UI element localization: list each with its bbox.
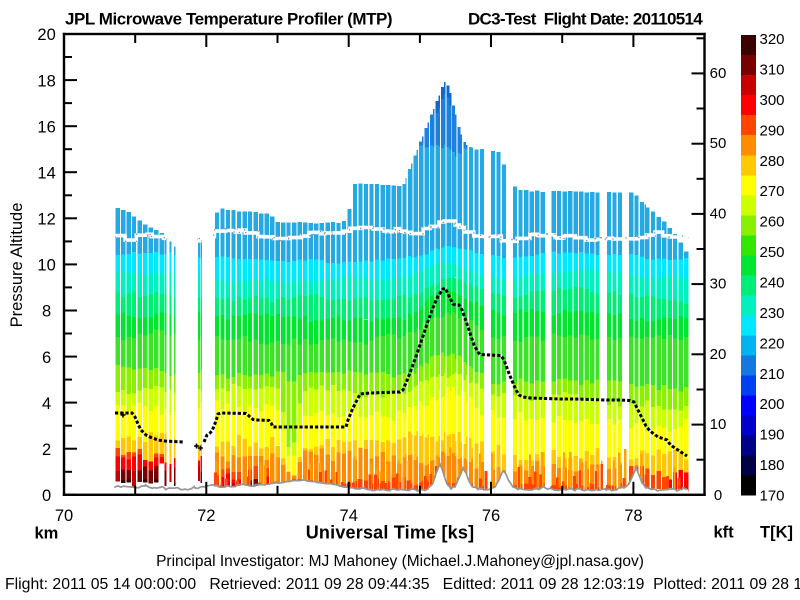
svg-text:kft: kft — [714, 524, 735, 542]
svg-text:290: 290 — [760, 122, 785, 139]
svg-text:40: 40 — [710, 205, 727, 222]
svg-text:DC3-Test Flight Date: 2011051: DC3-Test Flight Date: 20110514 — [468, 10, 703, 29]
svg-text:250: 250 — [760, 244, 785, 261]
svg-text:20: 20 — [710, 346, 727, 363]
svg-text:50: 50 — [710, 135, 727, 152]
svg-text:320: 320 — [760, 31, 785, 48]
svg-text:30: 30 — [710, 276, 727, 293]
svg-text:Flight: 2011 05 14 00:00:00: Flight: 2011 05 14 00:00:00 Retrieved: 2… — [5, 576, 800, 593]
svg-text:280: 280 — [760, 153, 785, 170]
svg-text:JPL Microwave Temperature Prof: JPL Microwave Temperature Profiler (MTP) — [65, 10, 392, 29]
svg-text:60: 60 — [710, 65, 727, 82]
svg-text:70: 70 — [55, 507, 73, 525]
svg-text:200: 200 — [760, 396, 785, 413]
svg-text:310: 310 — [760, 62, 785, 79]
svg-text:78: 78 — [624, 507, 642, 525]
svg-text:220: 220 — [760, 335, 785, 352]
svg-text:km: km — [35, 525, 59, 543]
svg-text:Universal Time [ks]: Universal Time [ks] — [306, 523, 475, 543]
svg-text:Principal Investigator: MJ Mah: Principal Investigator: MJ Mahoney (Mich… — [156, 553, 644, 570]
svg-text:0: 0 — [42, 487, 51, 505]
svg-text:170: 170 — [760, 488, 785, 505]
svg-text:270: 270 — [760, 183, 785, 200]
svg-text:2: 2 — [42, 441, 51, 459]
svg-text:12: 12 — [37, 211, 55, 229]
svg-text:190: 190 — [760, 427, 785, 444]
svg-text:0: 0 — [714, 487, 722, 504]
svg-text:210: 210 — [760, 366, 785, 383]
svg-text:18: 18 — [37, 72, 55, 90]
svg-text:74: 74 — [340, 507, 358, 525]
svg-text:300: 300 — [760, 92, 785, 109]
svg-text:230: 230 — [760, 305, 785, 322]
svg-text:72: 72 — [197, 507, 215, 525]
svg-text:10: 10 — [710, 416, 727, 433]
svg-text:Pressure Altitude: Pressure Altitude — [8, 203, 26, 328]
svg-text:76: 76 — [482, 507, 500, 525]
svg-text:10: 10 — [37, 257, 55, 275]
svg-text:T[K]: T[K] — [760, 524, 793, 542]
svg-text:8: 8 — [42, 303, 51, 321]
svg-text:14: 14 — [37, 164, 55, 182]
svg-text:260: 260 — [760, 214, 785, 231]
svg-text:20: 20 — [37, 26, 55, 44]
svg-text:6: 6 — [42, 349, 51, 367]
svg-text:180: 180 — [760, 457, 785, 474]
svg-text:4: 4 — [42, 395, 51, 413]
svg-text:16: 16 — [37, 118, 55, 136]
svg-text:240: 240 — [760, 275, 785, 292]
